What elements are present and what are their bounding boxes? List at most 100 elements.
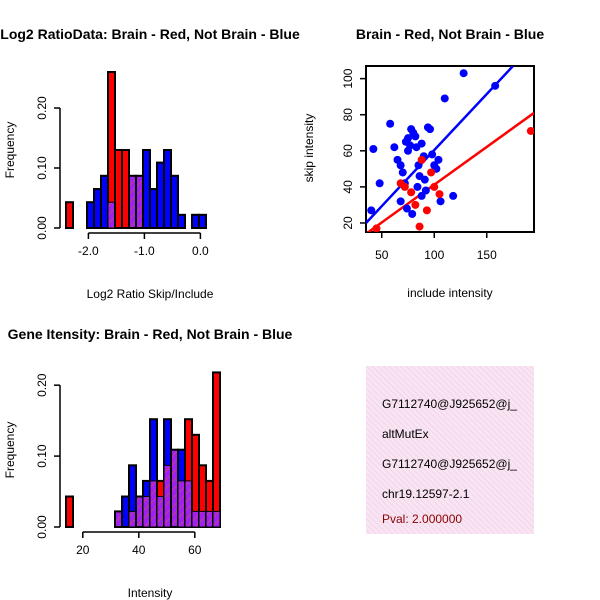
x-tick-label: -2.0 (78, 244, 99, 258)
y-tick-label: 0.00 (35, 515, 49, 539)
brain-point (422, 206, 431, 215)
ratio-histogram-ylabel: Frequency (3, 122, 17, 179)
histogram-overlap-bar (205, 510, 214, 528)
info-id-1: G7112740@J925652@j_ (382, 397, 517, 411)
histogram-bar (86, 201, 95, 229)
intensity-histogram-title: Gene Itensity: Brain - Red, Not Brain - … (8, 326, 293, 342)
histogram-overlap-bar (142, 496, 151, 528)
not-brain-point (417, 139, 426, 148)
histogram-overlap-bar (184, 480, 193, 528)
brain-point (430, 182, 439, 191)
not-brain-point (421, 186, 430, 195)
histogram-bar (156, 161, 165, 230)
y-tick-label: 40 (341, 180, 355, 194)
brain-point (411, 200, 420, 209)
intensity-histogram-ylabel: Frequency (3, 422, 17, 479)
scatter-title: Brain - Red, Not Brain - Blue (356, 26, 544, 42)
intensity-histogram-xlabel: Intensity (128, 586, 173, 600)
not-brain-point (398, 168, 407, 177)
ratio-histogram-bars (65, 71, 207, 230)
not-brain-point (411, 132, 420, 141)
x-tick-label: 150 (477, 248, 497, 262)
brain-point (435, 190, 444, 199)
scatter-axes: 50 100 150 20 40 60 80 100 (341, 68, 497, 262)
intensity-histogram-panel: Gene Itensity: Brain - Red, Not Brain - … (3, 326, 293, 600)
not-brain-point (420, 175, 429, 184)
intensity-scatter-panel: Brain - Red, Not Brain - Blue 50 100 150 20… (302, 26, 544, 300)
histogram-bar (121, 149, 130, 229)
y-tick-label: 0.00 (35, 216, 49, 240)
histogram-overlap-bar (149, 480, 158, 528)
histogram-bar (177, 213, 186, 230)
info-box (366, 366, 534, 534)
not-brain-point (491, 81, 500, 90)
not-brain-point (449, 191, 458, 200)
brain-point (415, 222, 424, 231)
x-tick-label: 20 (76, 543, 90, 557)
ratio-histogram-title: Log2 RatioData: Brain - Red, Not Brain -… (0, 26, 300, 42)
not-brain-point (434, 155, 443, 164)
histogram-bar (128, 174, 137, 230)
not-brain-point (375, 179, 384, 188)
histogram-bar (170, 174, 179, 230)
not-brain-point (413, 182, 422, 191)
y-tick-label: 80 (341, 108, 355, 122)
histogram-overlap-bar (212, 510, 221, 528)
brain-point (427, 168, 436, 177)
y-tick-label: 60 (341, 144, 355, 158)
brain-point (400, 182, 409, 191)
histogram-bar (191, 213, 200, 230)
y-tick-label: 0.10 (35, 156, 49, 180)
histogram-bar (170, 448, 179, 528)
not-brain-fit-line (366, 66, 514, 224)
not-brain-point (396, 161, 405, 170)
info-pval: Pval: 2.000000 (382, 512, 462, 526)
histogram-bar (163, 149, 172, 229)
not-brain-point (408, 209, 417, 218)
histogram-bar (114, 149, 123, 229)
info-panel: G7112740@J925652@j_ altMutEx G7112740@J9… (366, 366, 534, 534)
histogram-overlap-bar (128, 510, 137, 528)
not-brain-point (417, 191, 426, 200)
brain-point (417, 155, 426, 164)
intensity-histogram-bars (65, 371, 221, 529)
not-brain-point (459, 69, 468, 78)
not-brain-point (440, 94, 449, 103)
histogram-bar (135, 495, 144, 529)
y-tick-label: 0.20 (35, 96, 49, 120)
histogram-bar (135, 174, 144, 230)
info-event-type: altMutEx (382, 427, 429, 441)
ratio-histogram-xlabel: Log2 Ratio Skip/Include (87, 287, 214, 301)
brain-fit-line (366, 111, 534, 232)
histogram-overlap-bar (177, 480, 186, 528)
histogram-bar (149, 188, 158, 229)
brain-point (407, 188, 416, 197)
scatter-frame (365, 65, 535, 233)
scatter-ylabel: skip intensity (302, 114, 316, 183)
histogram-bar (198, 213, 207, 230)
scatter-fit-lines (366, 66, 534, 232)
not-brain-point (428, 150, 437, 159)
histogram-bar (142, 149, 151, 229)
histogram-bar (100, 174, 109, 230)
brain-point (372, 224, 381, 232)
not-brain-point (367, 206, 376, 215)
scatter-xlabel: include intensity (407, 286, 492, 300)
not-brain-point (369, 145, 378, 153)
histogram-overlap-bar (107, 201, 116, 229)
not-brain-point (396, 197, 405, 206)
info-id-2: G7112740@J925652@j_ (382, 457, 517, 471)
x-tick-label: -1.0 (134, 244, 155, 258)
not-brain-point (402, 204, 411, 213)
histogram-bar (212, 371, 221, 528)
histogram-bar (65, 495, 74, 529)
histogram-overlap-bar (198, 510, 207, 528)
y-tick-label: 100 (341, 68, 355, 88)
not-brain-point (404, 134, 412, 143)
not-brain-point (426, 125, 435, 134)
x-tick-label: 40 (132, 543, 146, 557)
intensity-histogram-axes: 20 40 60 0.00 0.10 0.20 (35, 373, 202, 557)
histogram-bar (114, 510, 123, 528)
not-brain-point (390, 143, 399, 152)
